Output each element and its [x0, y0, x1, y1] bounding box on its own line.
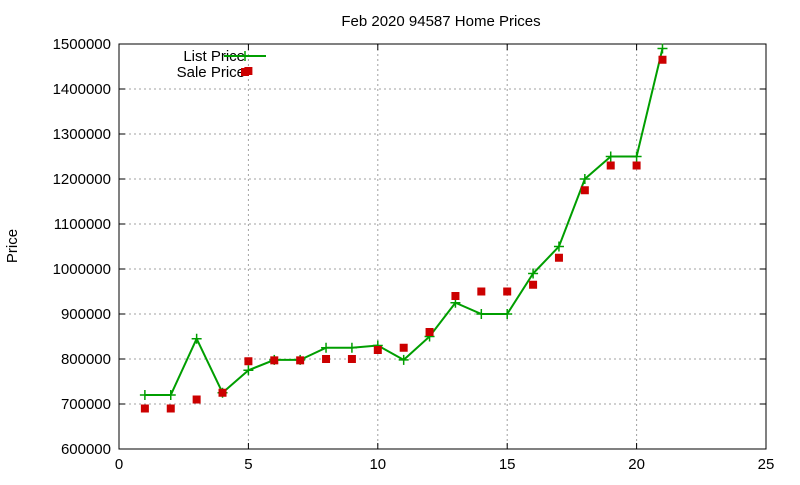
legend-label: List Price	[183, 48, 245, 65]
legend-label: Sale Price	[177, 64, 245, 81]
chart-title: Feb 2020 94587 Home Prices	[341, 13, 540, 30]
data-point	[579, 174, 590, 184]
data-point	[425, 328, 434, 336]
data-point	[477, 287, 486, 296]
y-tick-label: 800000	[61, 351, 111, 368]
data-point	[451, 292, 460, 300]
x-tick-label: 25	[758, 456, 775, 473]
data-point	[347, 355, 356, 363]
data-point	[243, 365, 254, 376]
data-point	[528, 268, 539, 279]
data-point	[554, 253, 563, 262]
data-point	[503, 287, 512, 296]
data-point	[139, 390, 150, 400]
data-point	[165, 390, 176, 400]
data-point	[605, 151, 616, 162]
data-point	[191, 333, 202, 344]
y-tick-label: 1200000	[53, 171, 111, 188]
data-point	[631, 151, 642, 162]
y-tick-label: 600000	[61, 441, 111, 458]
x-tick-label: 20	[628, 456, 645, 473]
data-point	[658, 55, 667, 64]
data-point	[296, 356, 305, 365]
y-tick-label: 900000	[61, 306, 111, 323]
data-point	[398, 354, 409, 365]
data-point	[321, 342, 332, 353]
data-point	[218, 388, 227, 397]
y-tick-label: 1500000	[53, 36, 111, 53]
data-point	[322, 355, 331, 363]
y-axis-label: Price	[4, 229, 21, 263]
data-point	[399, 343, 408, 352]
y-tick-label: 1300000	[53, 126, 111, 143]
grid-lines	[119, 44, 766, 449]
series-layer	[139, 43, 668, 413]
data-point	[192, 395, 201, 404]
x-tick-label: 0	[115, 456, 123, 473]
legend-marker	[241, 68, 249, 76]
series-sale-price	[140, 55, 667, 413]
y-tick-label: 700000	[61, 396, 111, 413]
data-point	[166, 404, 175, 413]
y-tick-label: 1400000	[53, 81, 111, 98]
y-tick-label: 1100000	[54, 216, 111, 233]
x-tick-label: 5	[244, 456, 252, 473]
data-point	[346, 342, 357, 353]
x-tick-label: 15	[499, 456, 516, 473]
data-point	[476, 309, 487, 319]
axes: 0 5 10 15 20 25 600000 700000 800000 900000 100000…	[53, 36, 775, 473]
series-line	[144, 48, 664, 396]
data-point	[244, 357, 253, 366]
data-point	[529, 280, 538, 289]
data-point	[270, 356, 279, 365]
plot-border	[118, 43, 767, 450]
data-point	[606, 161, 615, 170]
y-tick-label: 1000000	[53, 261, 111, 278]
data-point	[553, 241, 564, 252]
data-point	[502, 309, 513, 319]
data-point	[580, 186, 589, 195]
x-tick-label: 10	[369, 456, 386, 473]
data-point	[373, 346, 382, 354]
data-point	[632, 161, 641, 170]
legend-marker	[240, 51, 250, 61]
data-point	[140, 404, 149, 413]
data-point	[657, 43, 668, 54]
